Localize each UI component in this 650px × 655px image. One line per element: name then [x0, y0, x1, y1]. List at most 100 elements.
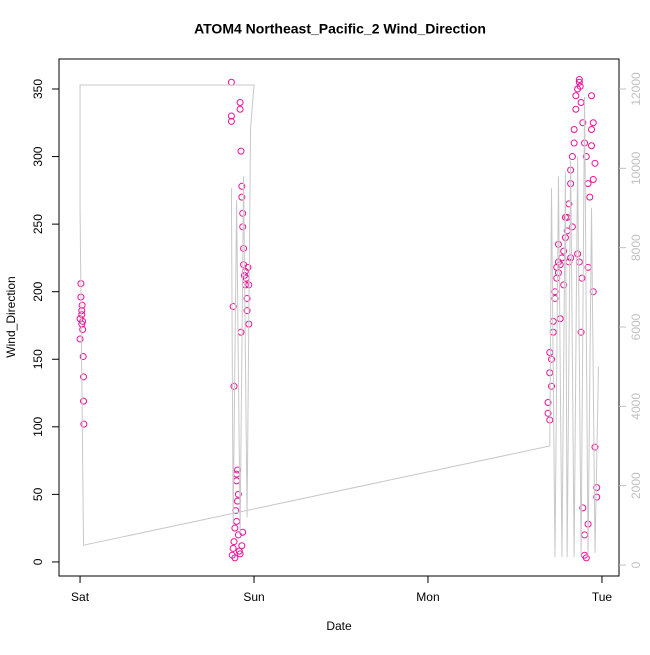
point	[575, 258, 583, 266]
point	[568, 223, 576, 231]
point	[570, 139, 578, 147]
point	[591, 443, 599, 451]
point	[78, 301, 86, 309]
y2-tick-label: 4000	[629, 393, 643, 420]
point	[575, 76, 583, 84]
point	[229, 544, 237, 552]
y-tick-label: 100	[31, 416, 45, 436]
point	[558, 254, 566, 262]
point	[567, 254, 575, 262]
point	[237, 147, 245, 155]
point	[568, 153, 576, 161]
point	[227, 78, 235, 86]
point	[593, 493, 601, 501]
y2-tick-label: 10000	[629, 151, 643, 185]
point	[544, 398, 552, 406]
point	[231, 554, 239, 562]
point	[230, 538, 238, 546]
point	[240, 244, 248, 252]
point	[548, 355, 556, 363]
y2-tick-label: 0	[629, 561, 643, 568]
point	[579, 504, 587, 512]
y-tick-label: 0	[31, 558, 45, 565]
point	[243, 294, 251, 302]
point	[76, 335, 84, 343]
point	[560, 281, 568, 289]
point	[229, 303, 237, 311]
point	[236, 550, 244, 558]
point	[243, 307, 251, 315]
point	[579, 119, 587, 127]
point	[80, 373, 88, 381]
point	[78, 311, 86, 319]
point	[233, 470, 241, 478]
x-axis-label: Date	[326, 619, 352, 633]
point	[238, 542, 246, 550]
point	[227, 112, 235, 120]
point	[589, 119, 597, 127]
point	[560, 247, 568, 255]
point	[79, 317, 87, 325]
point	[238, 182, 246, 190]
point	[581, 531, 589, 539]
y-axis-label: Wind_Direction	[4, 276, 18, 357]
point	[576, 82, 584, 90]
point	[584, 180, 592, 188]
point	[577, 328, 585, 336]
point	[589, 176, 597, 184]
y2-tick-label: 12000	[629, 72, 643, 106]
point	[236, 99, 244, 107]
point	[240, 261, 248, 269]
point	[544, 409, 552, 417]
point	[546, 348, 554, 356]
point	[80, 420, 88, 428]
point	[234, 490, 242, 498]
point	[233, 477, 241, 485]
point	[577, 99, 585, 107]
point	[582, 153, 590, 161]
point	[582, 554, 590, 562]
point	[227, 117, 235, 125]
point	[80, 397, 88, 405]
point	[554, 269, 562, 277]
point	[230, 382, 238, 390]
point	[591, 159, 599, 167]
point	[551, 294, 559, 302]
point	[570, 126, 578, 134]
x-tick-label: Sat	[71, 590, 90, 604]
point	[578, 274, 586, 282]
point	[79, 326, 87, 334]
x-tick-label: Tue	[592, 590, 613, 604]
point	[572, 92, 580, 100]
point	[554, 240, 562, 248]
point	[78, 307, 86, 315]
y-tick-label: 350	[31, 79, 45, 99]
chart-title: ATOM4 Northeast_Pacific_2 Wind_Direction	[194, 21, 486, 37]
line	[79, 84, 599, 558]
point	[237, 328, 245, 336]
point	[548, 382, 556, 390]
y2-tick-label: 8000	[629, 234, 643, 261]
y-tick-label: 250	[31, 214, 45, 234]
point	[588, 126, 596, 134]
point	[236, 105, 244, 113]
point	[574, 250, 582, 258]
y-tick-label: 200	[31, 281, 45, 301]
y-tick-label: 50	[31, 487, 45, 501]
point	[233, 517, 241, 525]
point	[575, 78, 583, 86]
plot-box	[58, 58, 620, 577]
point	[238, 193, 246, 201]
point	[586, 193, 594, 201]
y-tick-label: 150	[31, 349, 45, 369]
point	[231, 524, 239, 532]
point	[588, 92, 596, 100]
point	[572, 105, 580, 113]
x-tick-label: Mon	[416, 590, 439, 604]
point	[588, 142, 596, 150]
x-tick-label: Sun	[243, 590, 264, 604]
y-tick-label: 300	[31, 146, 45, 166]
y2-tick-label: 2000	[629, 472, 643, 499]
point	[79, 353, 87, 361]
